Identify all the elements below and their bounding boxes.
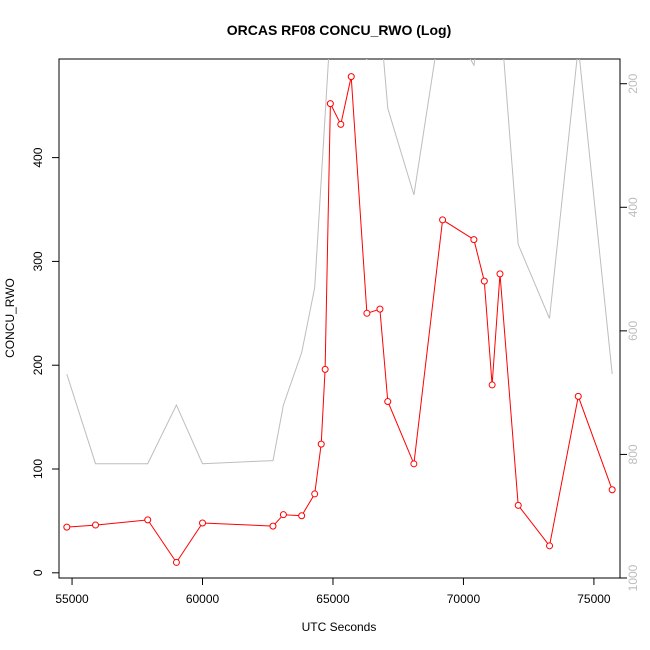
y2-tick-label: 1000 — [626, 564, 640, 591]
y-tick-label: 100 — [31, 459, 45, 479]
y-tick-label: 200 — [31, 355, 45, 375]
y2-tick-label: 400 — [626, 197, 640, 217]
data-point — [337, 120, 345, 128]
data-point — [199, 519, 207, 527]
y-axis: 0 100 200 300 400 — [31, 147, 59, 576]
data-point — [574, 392, 582, 400]
chart-title: ORCAS RF08 CONCU_RWO (Log) — [227, 22, 452, 38]
y-tick-label: 400 — [31, 147, 45, 167]
secondary-series-line — [66, 59, 613, 465]
data-point — [470, 236, 478, 244]
x-tick-label: 75000 — [577, 592, 611, 606]
y-tick-label: 0 — [31, 569, 45, 576]
right-y-axis: 200 400 600 800 1000 — [620, 73, 640, 591]
data-point — [488, 381, 496, 389]
plot-area — [58, 58, 621, 579]
data-point — [439, 216, 447, 224]
data-point — [279, 511, 287, 519]
series-layer — [63, 59, 616, 566]
data-point — [376, 305, 384, 313]
data-point — [608, 486, 616, 494]
primary-series-line — [66, 76, 613, 564]
data-point — [410, 460, 418, 468]
data-point — [363, 309, 371, 317]
y2-tick-label: 200 — [626, 73, 640, 93]
data-point — [496, 270, 504, 278]
x-axis-label: UTC Seconds — [302, 620, 377, 634]
data-point — [546, 542, 554, 550]
data-point — [144, 516, 152, 524]
data-point — [63, 523, 71, 531]
data-point — [172, 558, 180, 566]
x-tick-label: 60000 — [186, 592, 220, 606]
data-point — [298, 512, 306, 520]
x-tick-label: 65000 — [316, 592, 350, 606]
data-point — [269, 522, 277, 530]
x-tick-label: 55000 — [55, 592, 89, 606]
data-point — [321, 365, 329, 373]
data-point — [92, 521, 100, 529]
data-point — [514, 501, 522, 509]
data-point — [311, 490, 319, 498]
data-point — [347, 73, 355, 81]
data-point — [384, 398, 392, 406]
y-axis-label: CONCU_RWO — [3, 278, 17, 358]
x-axis: 55000 60000 65000 70000 75000 — [55, 578, 611, 606]
data-point — [317, 440, 325, 448]
y2-tick-label: 800 — [626, 444, 640, 464]
x-tick-label: 70000 — [447, 592, 481, 606]
data-point — [326, 100, 334, 108]
y-tick-label: 300 — [31, 251, 45, 271]
y2-tick-label: 600 — [626, 321, 640, 341]
data-point — [480, 277, 488, 285]
